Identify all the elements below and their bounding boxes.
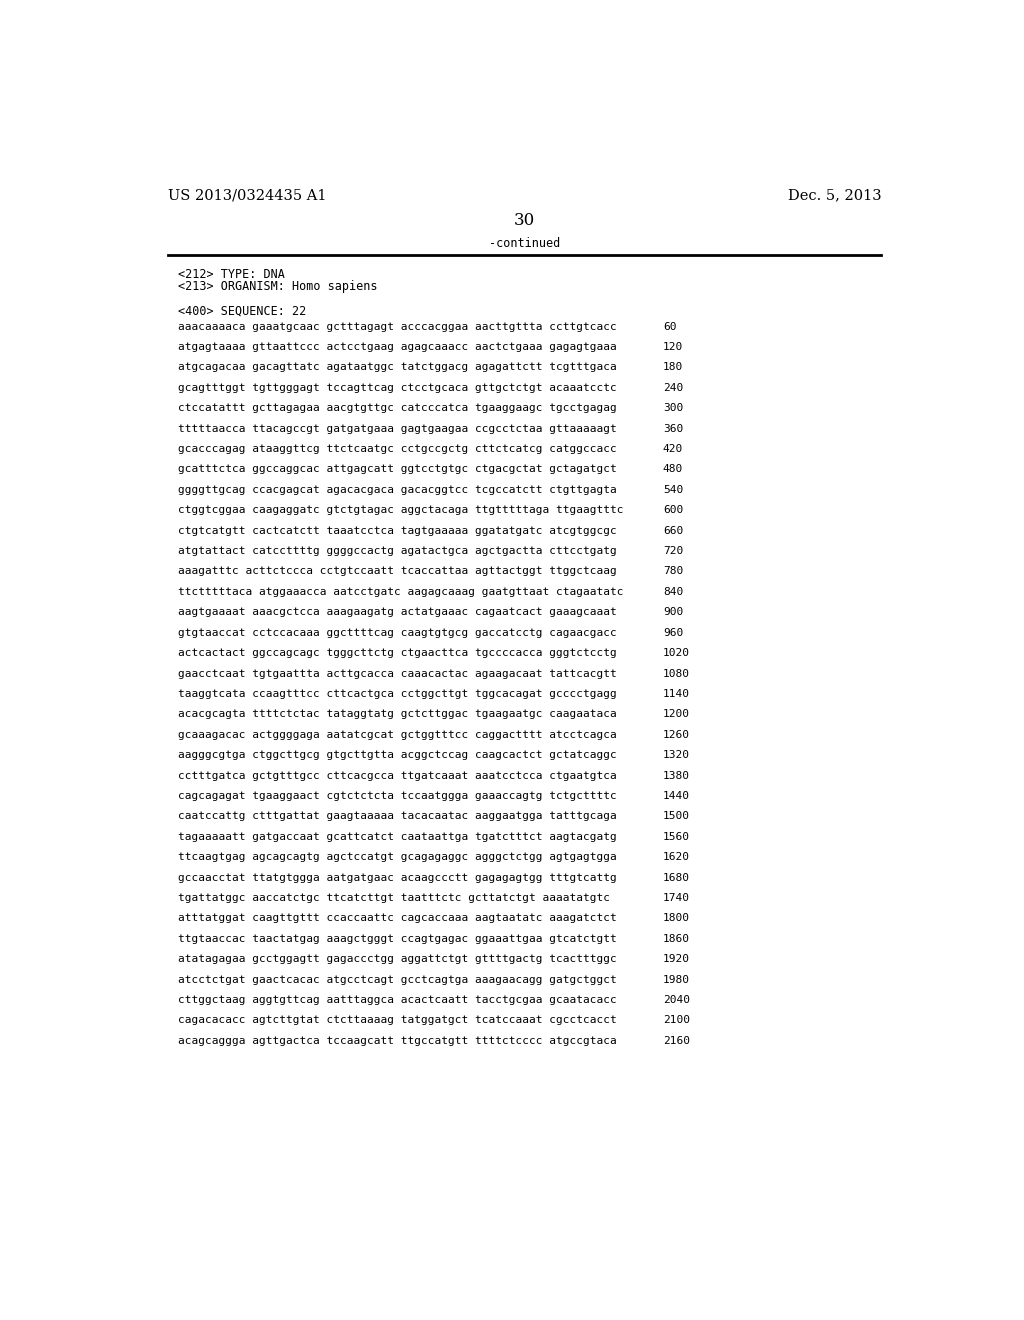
Text: 1560: 1560 [663,832,690,842]
Text: US 2013/0324435 A1: US 2013/0324435 A1 [168,189,327,202]
Text: cagacacacc agtcttgtat ctcttaaaag tatggatgct tcatccaaat cgcctcacct: cagacacacc agtcttgtat ctcttaaaag tatggat… [178,1015,617,1026]
Text: 1680: 1680 [663,873,690,883]
Text: 1380: 1380 [663,771,690,780]
Text: <212> TYPE: DNA: <212> TYPE: DNA [178,268,286,281]
Text: gcaaagacac actggggaga aatatcgcat gctggtttcc caggactttt atcctcagca: gcaaagacac actggggaga aatatcgcat gctggtt… [178,730,617,739]
Text: 1980: 1980 [663,974,690,985]
Text: 2100: 2100 [663,1015,690,1026]
Text: ctgtcatgtt cactcatctt taaatcctca tagtgaaaaa ggatatgatc atcgtggcgc: ctgtcatgtt cactcatctt taaatcctca tagtgaa… [178,525,617,536]
Text: 1140: 1140 [663,689,690,698]
Text: acagcaggga agttgactca tccaagcatt ttgccatgtt ttttctcccc atgccgtaca: acagcaggga agttgactca tccaagcatt ttgccat… [178,1036,617,1045]
Text: acacgcagta ttttctctac tataggtatg gctcttggac tgaagaatgc caagaataca: acacgcagta ttttctctac tataggtatg gctcttg… [178,709,617,719]
Text: ggggttgcag ccacgagcat agacacgaca gacacggtcc tcgccatctt ctgttgagta: ggggttgcag ccacgagcat agacacgaca gacacgg… [178,484,617,495]
Text: ttgtaaccac taactatgag aaagctgggt ccagtgagac ggaaattgaa gtcatctgtt: ttgtaaccac taactatgag aaagctgggt ccagtga… [178,933,617,944]
Text: atttatggat caagttgttt ccaccaattc cagcaccaaa aagtaatatc aaagatctct: atttatggat caagttgttt ccaccaattc cagcacc… [178,913,617,924]
Text: 1200: 1200 [663,709,690,719]
Text: atcctctgat gaactcacac atgcctcagt gcctcagtga aaagaacagg gatgctggct: atcctctgat gaactcacac atgcctcagt gcctcag… [178,974,617,985]
Text: 240: 240 [663,383,683,393]
Text: taaggtcata ccaagtttcc cttcactgca cctggcttgt tggcacagat gcccctgagg: taaggtcata ccaagtttcc cttcactgca cctggct… [178,689,617,698]
Text: -continued: -continued [489,236,560,249]
Text: 1740: 1740 [663,892,690,903]
Text: 1500: 1500 [663,812,690,821]
Text: caatccattg ctttgattat gaagtaaaaa tacacaatac aaggaatgga tatttgcaga: caatccattg ctttgattat gaagtaaaaa tacacaa… [178,812,617,821]
Text: aagtgaaaat aaacgctcca aaagaagatg actatgaaac cagaatcact gaaagcaaat: aagtgaaaat aaacgctcca aaagaagatg actatga… [178,607,617,618]
Text: aagggcgtga ctggcttgcg gtgcttgtta acggctccag caagcactct gctatcaggc: aagggcgtga ctggcttgcg gtgcttgtta acggctc… [178,750,617,760]
Text: 1440: 1440 [663,791,690,801]
Text: tgattatggc aaccatctgc ttcatcttgt taatttctc gcttatctgt aaaatatgtc: tgattatggc aaccatctgc ttcatcttgt taatttc… [178,892,610,903]
Text: <213> ORGANISM: Homo sapiens: <213> ORGANISM: Homo sapiens [178,280,378,293]
Text: 420: 420 [663,444,683,454]
Text: 1860: 1860 [663,933,690,944]
Text: 1620: 1620 [663,853,690,862]
Text: gcagtttggt tgttgggagt tccagttcag ctcctgcaca gttgctctgt acaaatcctc: gcagtttggt tgttgggagt tccagttcag ctcctgc… [178,383,617,393]
Text: atgcagacaa gacagttatc agataatggc tatctggacg agagattctt tcgtttgaca: atgcagacaa gacagttatc agataatggc tatctgg… [178,363,617,372]
Text: 960: 960 [663,628,683,638]
Text: gcacccagag ataaggttcg ttctcaatgc cctgccgctg cttctcatcg catggccacc: gcacccagag ataaggttcg ttctcaatgc cctgccg… [178,444,617,454]
Text: atatagagaa gcctggagtt gagaccctgg aggattctgt gttttgactg tcactttggc: atatagagaa gcctggagtt gagaccctgg aggattc… [178,954,617,964]
Text: 720: 720 [663,546,683,556]
Text: aaacaaaaca gaaatgcaac gctttagagt acccacggaa aacttgttta ccttgtcacc: aaacaaaaca gaaatgcaac gctttagagt acccacg… [178,322,617,331]
Text: 600: 600 [663,506,683,515]
Text: ctggtcggaa caagaggatc gtctgtagac aggctacaga ttgtttttaga ttgaagtttc: ctggtcggaa caagaggatc gtctgtagac aggctac… [178,506,624,515]
Text: atgagtaaaa gttaattccc actcctgaag agagcaaacc aactctgaaa gagagtgaaa: atgagtaaaa gttaattccc actcctgaag agagcaa… [178,342,617,352]
Text: 900: 900 [663,607,683,618]
Text: gaacctcaat tgtgaattta acttgcacca caaacactac agaagacaat tattcacgtt: gaacctcaat tgtgaattta acttgcacca caaacac… [178,668,617,678]
Text: 1800: 1800 [663,913,690,924]
Text: 660: 660 [663,525,683,536]
Text: cttggctaag aggtgttcag aatttaggca acactcaatt tacctgcgaa gcaatacacc: cttggctaag aggtgttcag aatttaggca acactca… [178,995,617,1005]
Text: 780: 780 [663,566,683,577]
Text: gccaacctat ttatgtggga aatgatgaac acaagccctt gagagagtgg tttgtcattg: gccaacctat ttatgtggga aatgatgaac acaagcc… [178,873,617,883]
Text: 540: 540 [663,484,683,495]
Text: 2160: 2160 [663,1036,690,1045]
Text: aaagatttc acttctccca cctgtccaatt tcaccattaa agttactggt ttggctcaag: aaagatttc acttctccca cctgtccaatt tcaccat… [178,566,617,577]
Text: gtgtaaccat cctccacaaa ggcttttcag caagtgtgcg gaccatcctg cagaacgacc: gtgtaaccat cctccacaaa ggcttttcag caagtgt… [178,628,617,638]
Text: ttcaagtgag agcagcagtg agctccatgt gcagagaggc agggctctgg agtgagtgga: ttcaagtgag agcagcagtg agctccatgt gcagaga… [178,853,617,862]
Text: 60: 60 [663,322,676,331]
Text: 1080: 1080 [663,668,690,678]
Text: 30: 30 [514,211,536,228]
Text: 2040: 2040 [663,995,690,1005]
Text: 1920: 1920 [663,954,690,964]
Text: 300: 300 [663,404,683,413]
Text: 360: 360 [663,424,683,434]
Text: 1020: 1020 [663,648,690,659]
Text: gcatttctca ggccaggcac attgagcatt ggtcctgtgc ctgacgctat gctagatgct: gcatttctca ggccaggcac attgagcatt ggtcctg… [178,465,617,474]
Text: ttctttttaca atggaaacca aatcctgatc aagagcaaag gaatgttaat ctagaatatc: ttctttttaca atggaaacca aatcctgatc aagagc… [178,587,624,597]
Text: 120: 120 [663,342,683,352]
Text: Dec. 5, 2013: Dec. 5, 2013 [787,189,882,202]
Text: 480: 480 [663,465,683,474]
Text: cagcagagat tgaaggaact cgtctctcta tccaatggga gaaaccagtg tctgcttttc: cagcagagat tgaaggaact cgtctctcta tccaatg… [178,791,617,801]
Text: cctttgatca gctgtttgcc cttcacgcca ttgatcaaat aaatcctcca ctgaatgtca: cctttgatca gctgtttgcc cttcacgcca ttgatca… [178,771,617,780]
Text: 1320: 1320 [663,750,690,760]
Text: actcactact ggccagcagc tgggcttctg ctgaacttca tgccccacca gggtctcctg: actcactact ggccagcagc tgggcttctg ctgaact… [178,648,617,659]
Text: <400> SEQUENCE: 22: <400> SEQUENCE: 22 [178,305,306,318]
Text: 1260: 1260 [663,730,690,739]
Text: ctccatattt gcttagagaa aacgtgttgc catcccatca tgaaggaagc tgcctgagag: ctccatattt gcttagagaa aacgtgttgc catccca… [178,404,617,413]
Text: atgtattact catccttttg ggggccactg agatactgca agctgactta cttcctgatg: atgtattact catccttttg ggggccactg agatact… [178,546,617,556]
Text: 180: 180 [663,363,683,372]
Text: tttttaacca ttacagccgt gatgatgaaa gagtgaagaa ccgcctctaa gttaaaaagt: tttttaacca ttacagccgt gatgatgaaa gagtgaa… [178,424,617,434]
Text: tagaaaaatt gatgaccaat gcattcatct caataattga tgatctttct aagtacgatg: tagaaaaatt gatgaccaat gcattcatct caataat… [178,832,617,842]
Text: 840: 840 [663,587,683,597]
